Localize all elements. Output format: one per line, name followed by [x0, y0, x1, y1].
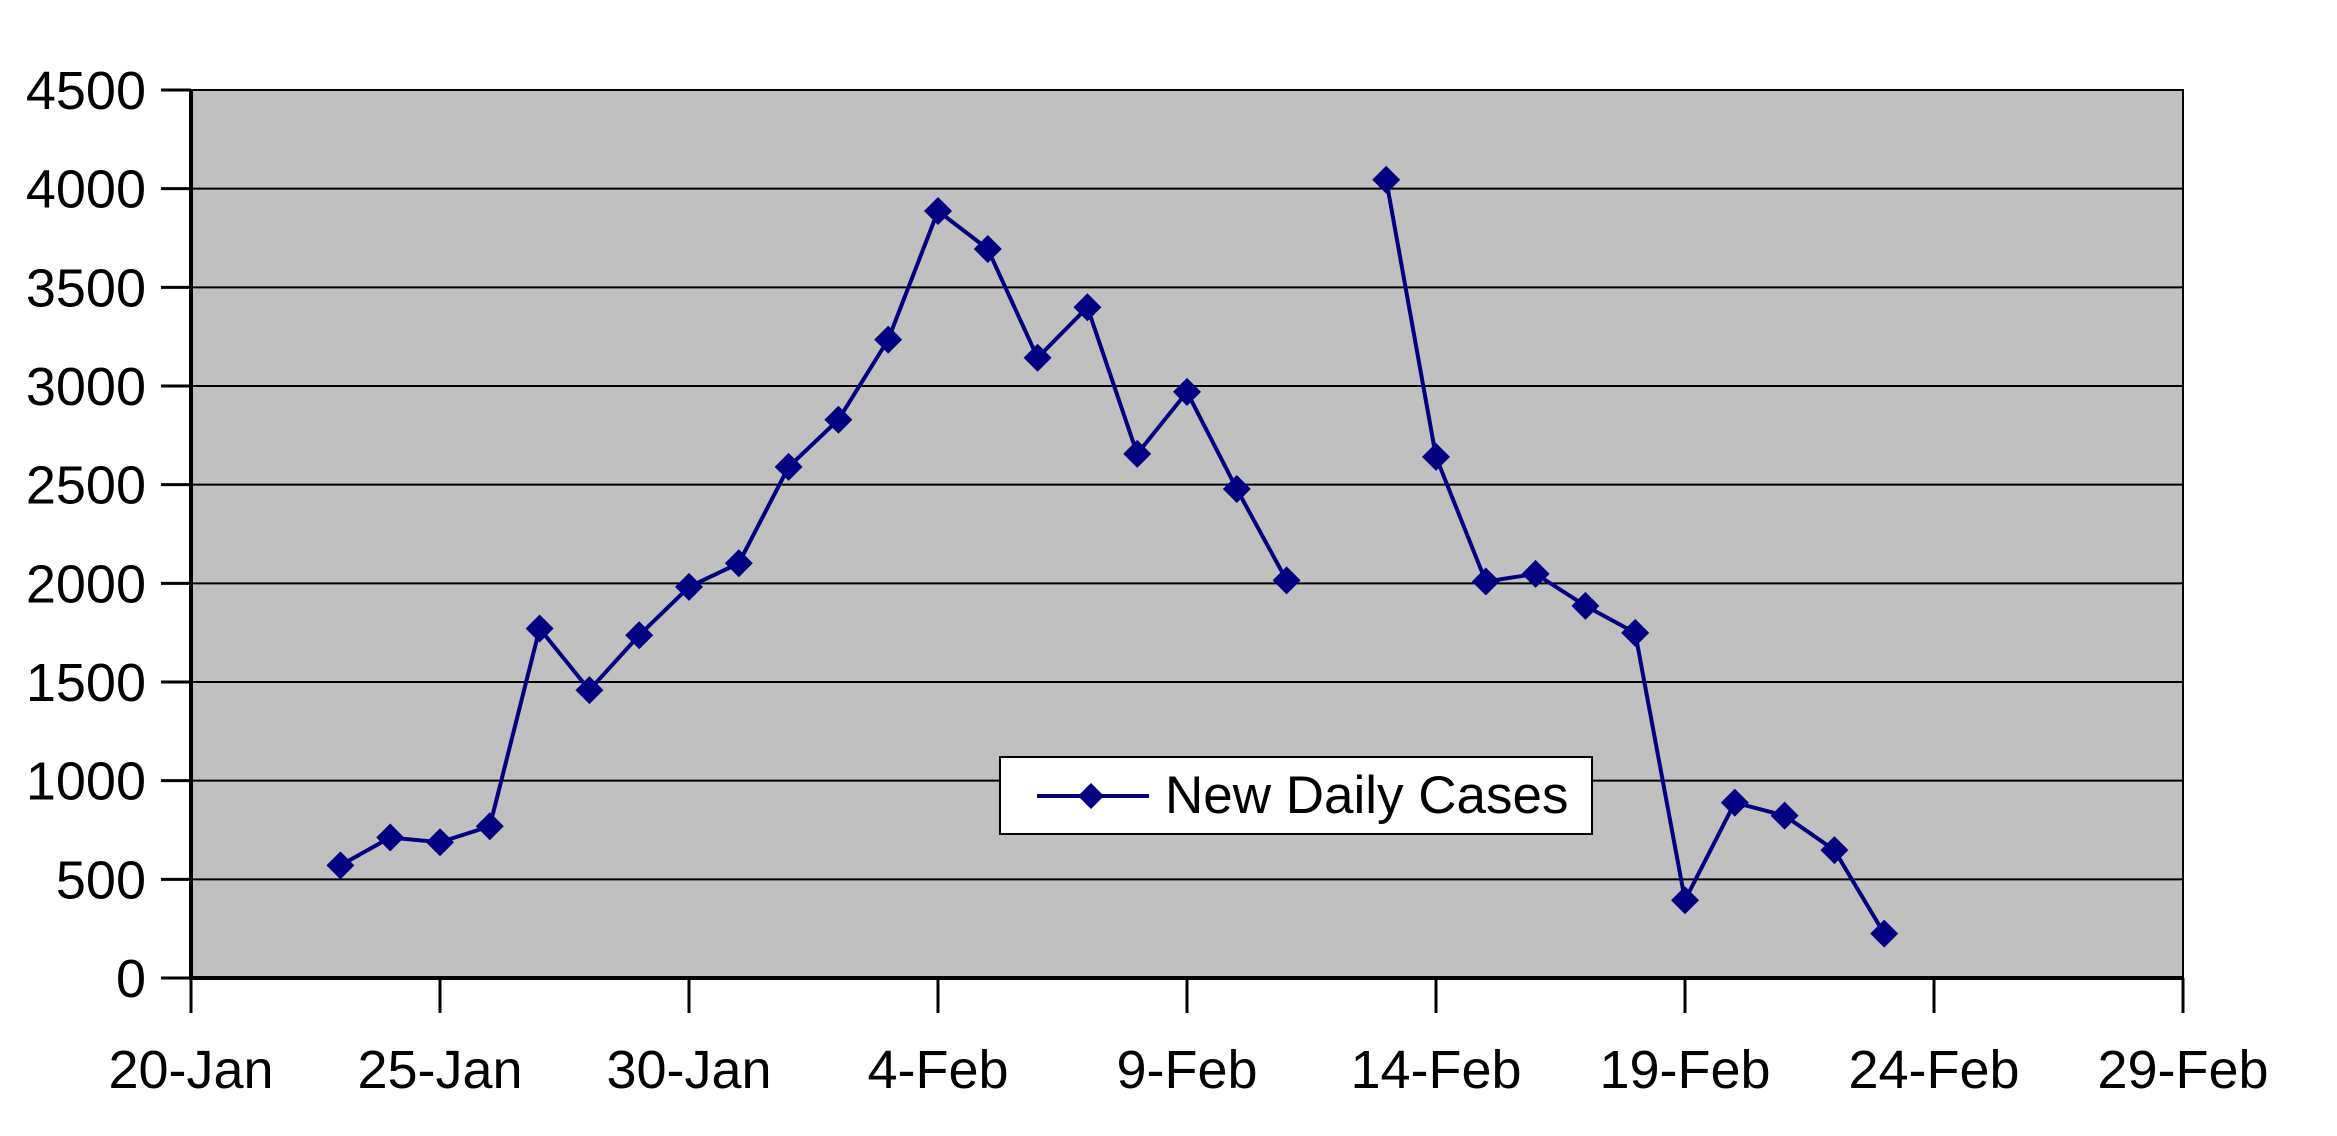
data-point-marker: [1222, 475, 1251, 504]
data-point-marker: [1272, 566, 1301, 595]
legend[interactable]: New Daily Cases: [999, 756, 1593, 835]
data-point-marker: [525, 614, 554, 643]
y-tick-label: 1000: [26, 752, 146, 812]
data-point-marker: [326, 851, 355, 880]
data-point-marker: [1671, 886, 1699, 915]
y-tick-label: 1500: [26, 653, 146, 713]
data-point-marker: [1521, 559, 1550, 588]
legend-series-marker-icon: [1037, 782, 1149, 809]
y-tick-label: 2000: [26, 554, 146, 614]
y-tick-label: 3500: [26, 258, 146, 318]
data-point-marker: [774, 452, 803, 481]
x-tick-label: 30-Jan: [606, 1040, 771, 1100]
series-line-segment: [339, 207, 1289, 868]
data-point-marker: [874, 325, 903, 354]
x-tick-label: 24-Feb: [1848, 1040, 2019, 1100]
plot-area: [191, 90, 2183, 978]
data-point-marker: [1571, 591, 1600, 620]
y-tick-label: 3000: [26, 357, 146, 417]
x-tick-label: 25-Jan: [357, 1040, 522, 1100]
data-point-marker: [376, 823, 405, 852]
data-point-marker: [1770, 801, 1799, 830]
data-point-marker: [475, 812, 504, 841]
data-point-marker: [1820, 836, 1849, 865]
x-tick-label: 9-Feb: [1116, 1040, 1257, 1100]
data-point-marker: [1123, 439, 1152, 468]
data-point-marker: [1372, 165, 1401, 194]
data-point-marker: [1422, 442, 1450, 471]
data-point-marker: [1471, 567, 1500, 596]
y-tick-label: 4500: [26, 61, 146, 121]
y-tick-label: 0: [116, 949, 146, 1009]
x-tick-label: 14-Feb: [1350, 1040, 1521, 1100]
data-point-marker: [824, 405, 853, 434]
data-point-marker: [426, 828, 454, 857]
data-point-marker: [675, 572, 703, 601]
x-tick-label: 4-Feb: [867, 1040, 1008, 1100]
data-point-marker: [973, 235, 1002, 264]
y-tick-label: 2500: [26, 456, 146, 516]
data-point-marker: [1173, 377, 1201, 406]
data-point-marker: [1023, 343, 1052, 372]
data-point-marker: [625, 621, 654, 650]
x-tick-label: 20-Jan: [108, 1040, 273, 1100]
data-point-marker: [1621, 618, 1650, 647]
data-point-marker: [1720, 788, 1749, 817]
y-tick-label: 4000: [26, 160, 146, 220]
data-point-marker: [724, 549, 753, 578]
data-point-marker: [1870, 919, 1899, 948]
legend-label: New Daily Cases: [1165, 766, 1569, 825]
data-point-marker: [575, 676, 604, 705]
data-point-marker: [924, 196, 952, 225]
data-point-marker: [1073, 293, 1102, 322]
x-tick-label: 19-Feb: [1599, 1040, 1770, 1100]
y-tick-label: 500: [56, 850, 146, 910]
x-tick-label: 29-Feb: [2097, 1040, 2268, 1100]
